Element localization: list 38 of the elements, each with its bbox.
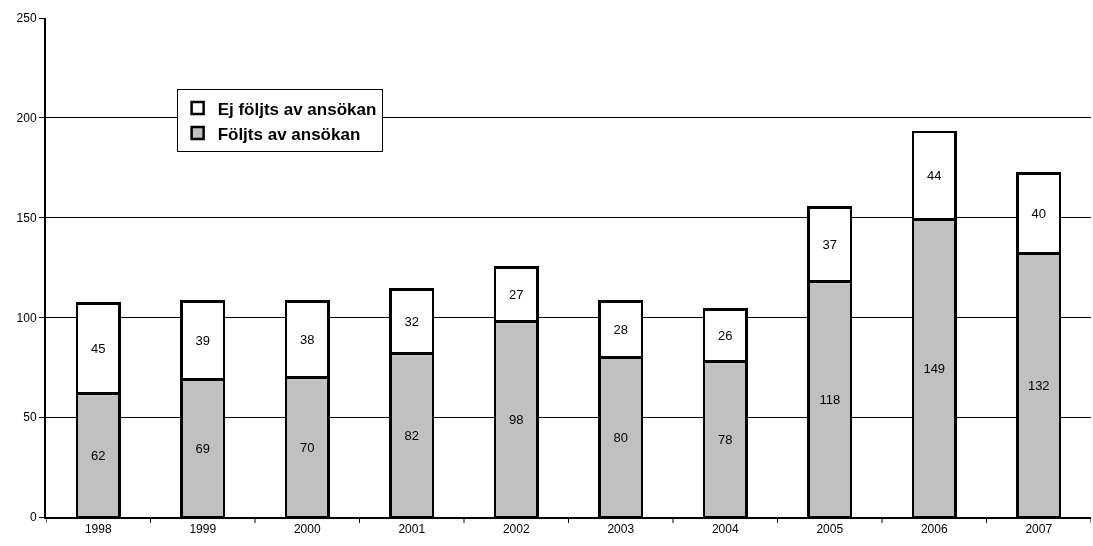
y-tick-label: 0: [29, 510, 37, 525]
x-tick-label: 2002: [502, 522, 530, 537]
data-label: 98: [509, 411, 524, 427]
x-tick-label: 2000: [293, 522, 321, 537]
data-label: 70: [300, 439, 315, 455]
x-tick-label: 2006: [920, 522, 948, 537]
x-tick-label: 2001: [398, 522, 426, 537]
data-label: 32: [404, 313, 419, 329]
data-label: 38: [300, 331, 315, 347]
y-tick-label: 200: [16, 111, 37, 125]
x-tick-label: 2007: [1025, 522, 1053, 537]
x-tick-label: 1999: [189, 522, 217, 537]
y-tick-label: 100: [16, 310, 37, 325]
data-label: 28: [613, 321, 628, 337]
data-label: 78: [718, 431, 733, 447]
y-tick-label: 50: [23, 410, 37, 425]
data-label: 82: [404, 427, 419, 443]
data-label: 69: [195, 440, 210, 456]
data-label: 62: [91, 447, 106, 463]
data-label: 45: [91, 340, 106, 356]
data-label: 39: [195, 332, 210, 348]
x-tick-label: 2005: [816, 522, 844, 537]
data-label: 118: [819, 391, 841, 407]
legend-label: Ej följts av ansökan: [217, 99, 377, 119]
y-tick-label: 150: [16, 210, 37, 225]
y-tick-label: 250: [16, 11, 37, 26]
x-tick-label: 2004: [711, 522, 739, 537]
data-label: 27: [509, 286, 524, 302]
data-label: 44: [927, 168, 942, 184]
data-label: 40: [1031, 206, 1046, 222]
legend-label: Följts av ansökan: [217, 124, 361, 144]
data-label: 132: [1027, 377, 1050, 393]
x-tick-label: 1998: [84, 522, 112, 537]
x-tick-label: 2003: [607, 522, 635, 537]
data-label: 80: [613, 429, 628, 445]
data-label: 149: [923, 360, 946, 376]
data-label: 37: [822, 237, 837, 253]
data-label: 26: [718, 327, 733, 343]
